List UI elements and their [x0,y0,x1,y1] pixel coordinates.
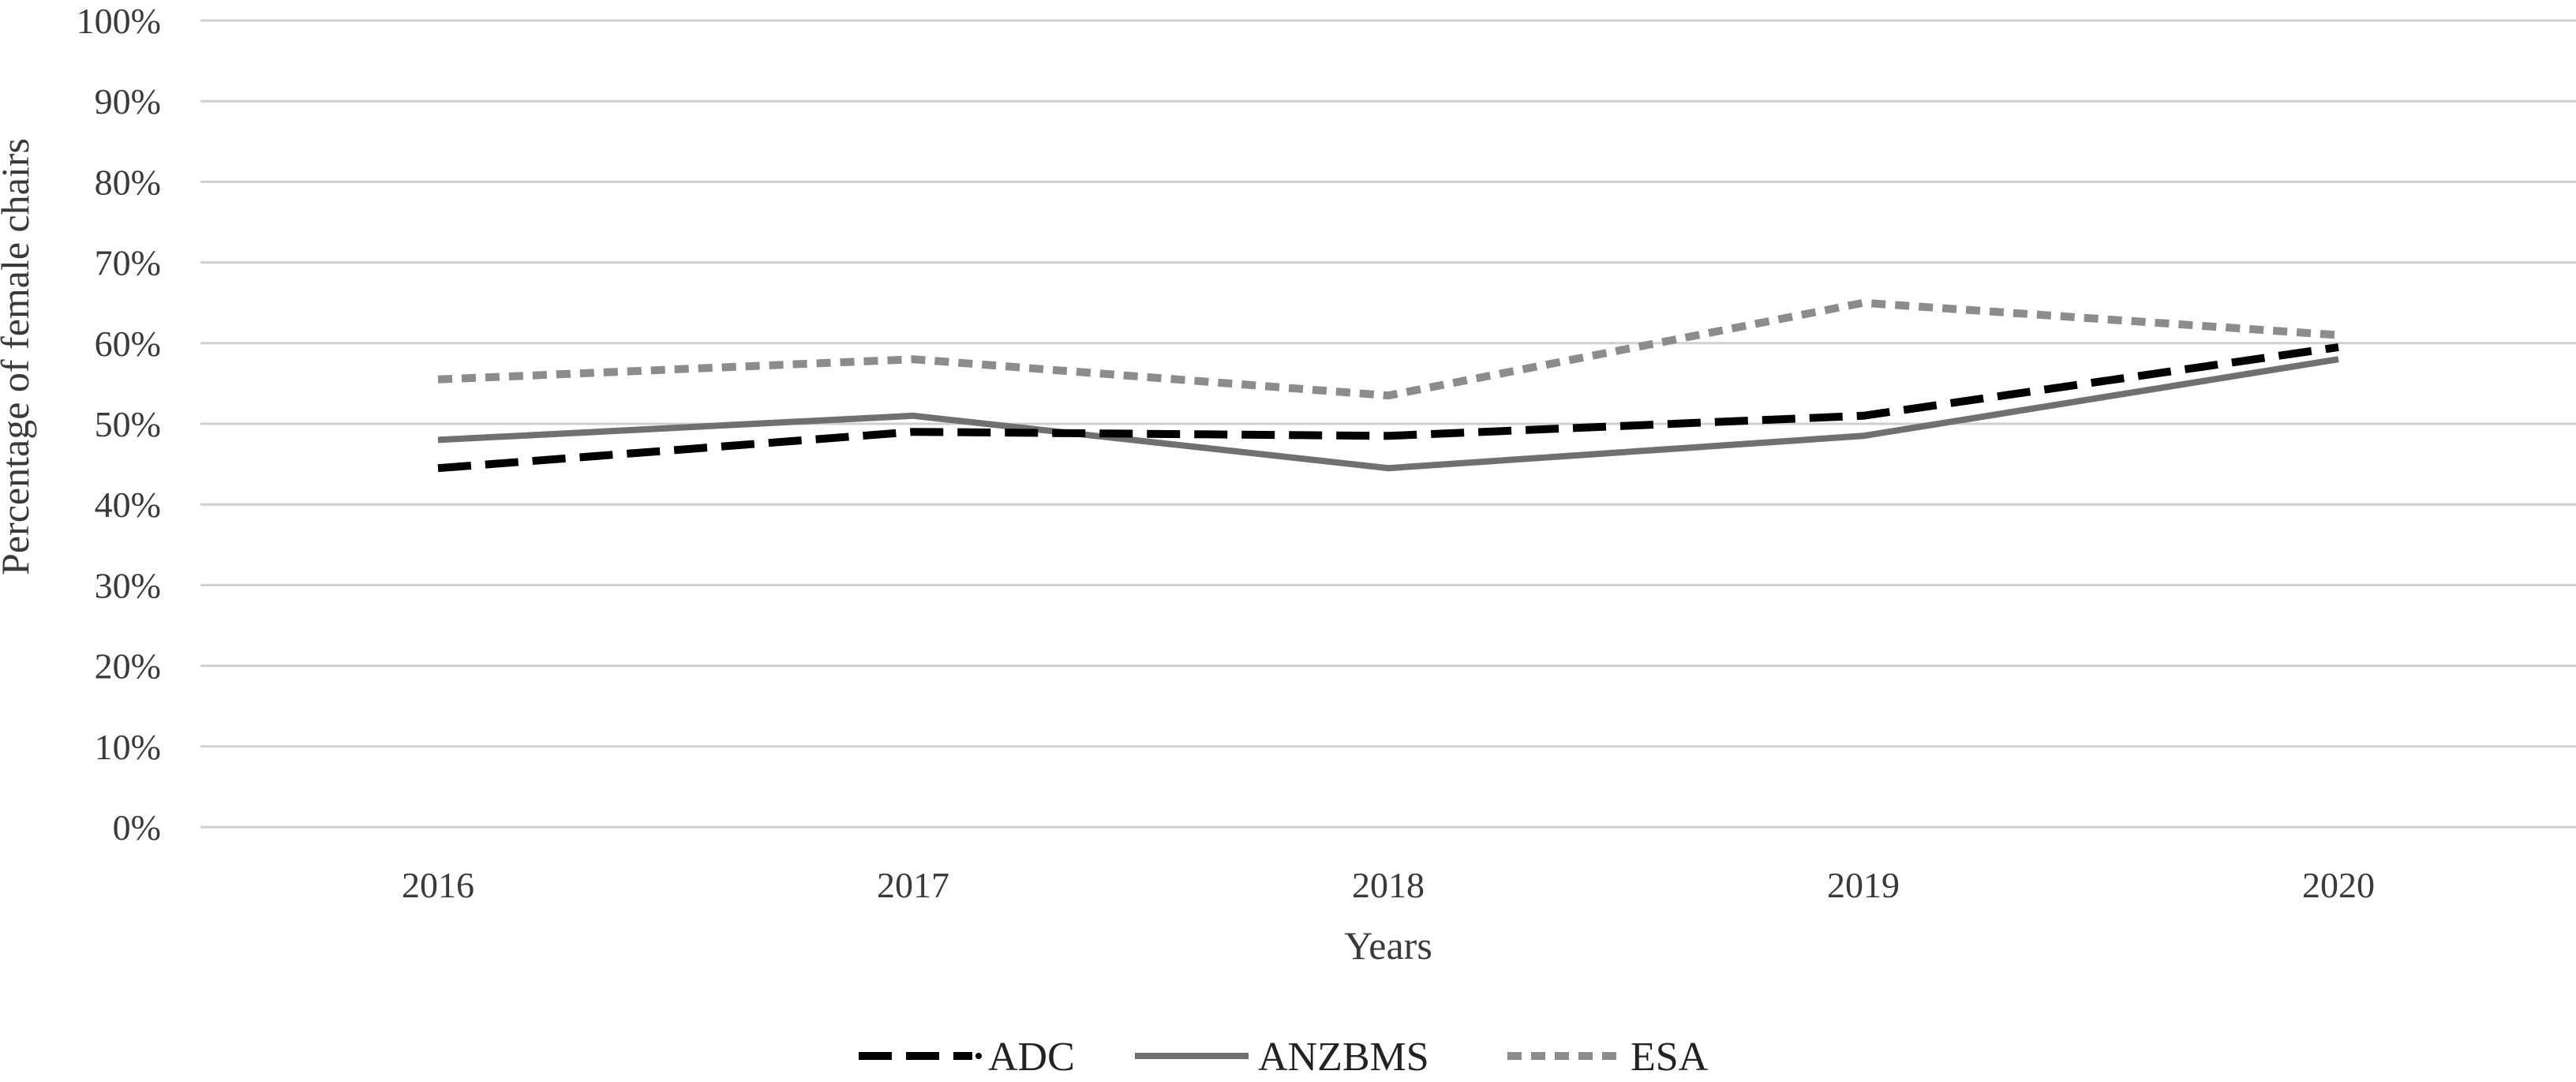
y-tick-label: 70% [95,243,161,283]
series-lines [437,298,2339,473]
y-tick-label: 20% [95,646,161,687]
legend-label-anzbms: ANZBMS [1258,1035,1429,1080]
x-axis-ticks: 2016 2017 2018 2019 2020 [402,865,2375,905]
x-tick-label: 2016 [402,865,474,905]
y-axis-ticks: 0% 10% 20% 30% 40% 50% 60% 70% 80% 90% 100% [77,1,161,848]
y-tick-label: 50% [95,404,161,444]
legend: ADC ANZBMS ESA [859,1035,1709,1080]
x-tick-label: 2018 [1352,865,1425,905]
y-axis-title: Percentage of female chairs [0,138,37,575]
y-tick-label: 100% [77,1,161,41]
x-tick-label: 2019 [1827,865,1900,905]
x-tick-label: 2017 [877,865,949,905]
x-axis-title: Years [1344,923,1432,968]
y-tick-label: 0% [113,807,161,848]
legend-label-esa: ESA [1631,1035,1709,1080]
y-tick-label: 10% [95,727,161,767]
x-tick-label: 2020 [2302,865,2375,905]
y-tick-label: 30% [95,565,161,605]
y-tick-label: 40% [95,485,161,525]
series-line-adc [437,343,2339,473]
gridlines [200,19,2576,829]
y-tick-label: 80% [95,162,161,202]
legend-dot-adc [975,1053,982,1059]
series-line-anzbms [437,356,2339,472]
series-line-esa [437,298,2339,400]
y-tick-label: 60% [95,324,161,364]
legend-label-adc: ADC [988,1035,1075,1080]
y-tick-label: 90% [95,81,161,122]
